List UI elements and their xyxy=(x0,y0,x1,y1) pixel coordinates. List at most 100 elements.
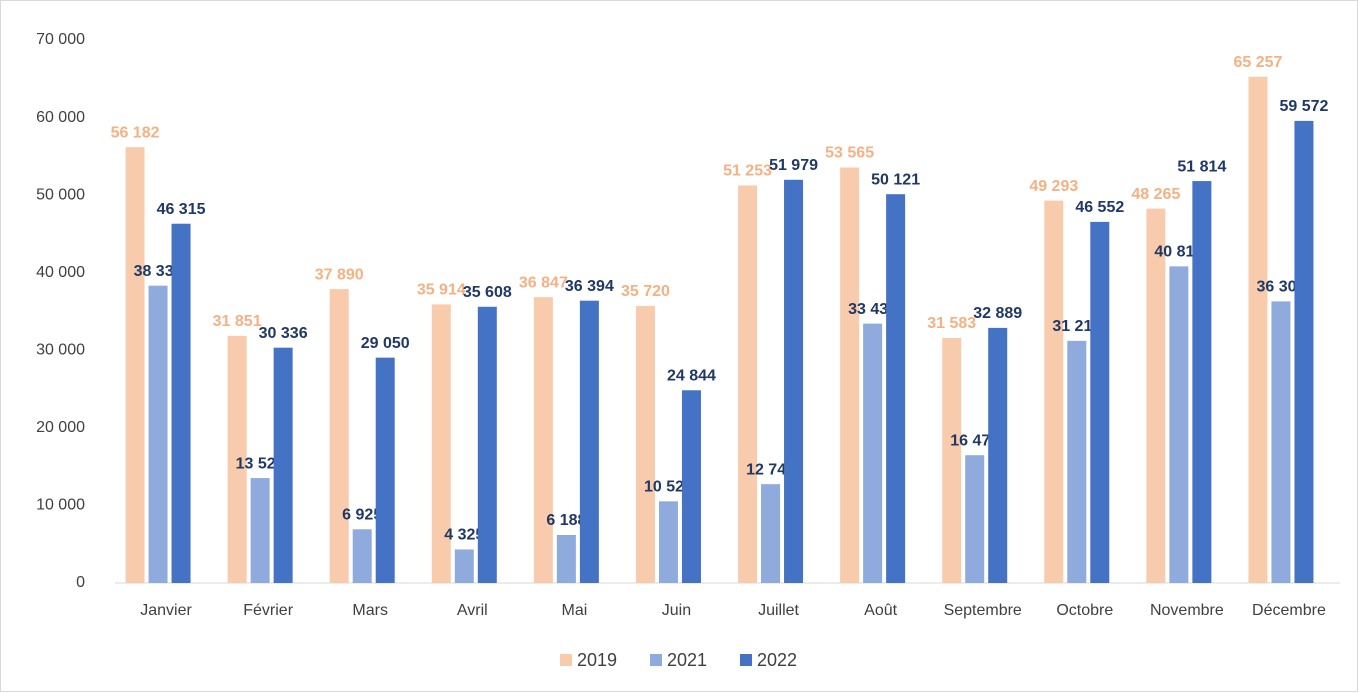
y-tick-label: 10 000 xyxy=(36,497,85,514)
x-tick-label: Novembre xyxy=(1150,602,1224,619)
value-label: 40 819 xyxy=(1154,244,1203,261)
value-label: 32 889 xyxy=(973,305,1022,322)
bar xyxy=(579,300,599,583)
legend-swatch xyxy=(740,654,752,666)
value-label: 46 552 xyxy=(1075,199,1124,216)
value-label: 31 214 xyxy=(1052,318,1101,335)
value-label: 51 979 xyxy=(769,157,818,174)
value-label: 30 336 xyxy=(259,325,308,342)
bar xyxy=(125,147,145,583)
y-tick-label: 20 000 xyxy=(36,419,85,436)
x-tick-label: Août xyxy=(864,602,897,619)
value-label: 53 565 xyxy=(825,145,874,162)
bar xyxy=(273,347,293,583)
y-tick-label: 60 000 xyxy=(36,109,85,126)
x-tick-label: Décembre xyxy=(1252,602,1326,619)
bar xyxy=(148,285,168,583)
value-label: 29 050 xyxy=(361,335,410,352)
value-label: 36 394 xyxy=(565,278,614,295)
x-tick-label: Mars xyxy=(352,602,388,619)
y-tick-label: 0 xyxy=(76,574,85,591)
value-label: 33 438 xyxy=(848,301,897,318)
value-label: 6 188 xyxy=(546,512,586,529)
bar xyxy=(738,185,758,583)
value-label: 56 182 xyxy=(111,124,160,141)
value-label: 12 740 xyxy=(746,461,795,478)
bar xyxy=(533,297,553,583)
bar xyxy=(375,357,395,583)
value-label: 31 851 xyxy=(213,313,262,330)
value-label: 51 253 xyxy=(723,163,772,180)
y-tick-label: 70 000 xyxy=(36,31,85,48)
bar xyxy=(1067,340,1087,583)
bar xyxy=(556,534,576,583)
x-tick-label: Octobre xyxy=(1056,602,1113,619)
value-label: 16 474 xyxy=(950,432,999,449)
value-label: 38 331 xyxy=(134,263,183,280)
bar xyxy=(761,484,781,583)
bar xyxy=(863,323,883,583)
value-label: 51 814 xyxy=(1177,158,1226,175)
value-label: 31 583 xyxy=(927,315,976,332)
bar xyxy=(1192,181,1212,583)
bar xyxy=(1146,208,1166,583)
bar xyxy=(658,501,678,583)
bar xyxy=(635,305,655,583)
bar xyxy=(250,478,270,583)
x-tick-label: Avril xyxy=(457,602,488,619)
bar xyxy=(1248,76,1268,584)
value-label: 36 847 xyxy=(519,274,568,291)
value-label: 35 608 xyxy=(463,284,512,301)
value-label: 10 527 xyxy=(644,479,693,496)
bar xyxy=(886,194,906,584)
bar xyxy=(171,223,191,583)
bar xyxy=(1294,120,1314,584)
legend-label: 2021 xyxy=(667,650,707,670)
x-tick-label: Mai xyxy=(561,602,587,619)
legend-label: 2019 xyxy=(577,650,617,670)
bar xyxy=(227,335,247,583)
x-tick-label: Juillet xyxy=(758,602,799,619)
y-tick-label: 40 000 xyxy=(36,264,85,281)
bar xyxy=(477,306,497,583)
value-label: 24 844 xyxy=(667,368,716,385)
bar xyxy=(942,338,962,583)
bar xyxy=(454,549,474,583)
bar xyxy=(352,529,372,583)
bar xyxy=(784,179,804,583)
legend-label: 2022 xyxy=(757,650,797,670)
bar xyxy=(329,289,349,583)
x-tick-label: Juin xyxy=(662,602,691,619)
bar xyxy=(431,304,451,583)
y-tick-label: 50 000 xyxy=(36,186,85,203)
value-label: 65 257 xyxy=(1233,54,1282,71)
value-label: 6 925 xyxy=(342,507,382,524)
bar xyxy=(965,455,985,583)
bar xyxy=(988,327,1008,583)
value-label: 50 121 xyxy=(871,171,920,188)
bar xyxy=(1169,266,1189,583)
value-label: 35 720 xyxy=(621,283,670,300)
bar xyxy=(1271,301,1291,583)
bar xyxy=(1044,200,1064,584)
x-tick-label: Février xyxy=(243,602,293,619)
value-label: 36 304 xyxy=(1256,279,1305,296)
legend-swatch xyxy=(560,654,572,666)
bar xyxy=(1090,221,1110,584)
value-label: 13 526 xyxy=(236,455,285,472)
value-label: 37 890 xyxy=(315,266,364,283)
legend-swatch xyxy=(650,654,662,666)
value-label: 4 325 xyxy=(444,527,484,544)
y-tick-label: 30 000 xyxy=(36,342,85,359)
value-label: 59 572 xyxy=(1279,98,1328,115)
x-tick-label: Septembre xyxy=(944,602,1022,619)
value-label: 49 293 xyxy=(1029,178,1078,195)
value-label: 46 315 xyxy=(157,201,206,218)
bar xyxy=(840,167,860,583)
bar xyxy=(681,390,701,583)
value-label: 48 265 xyxy=(1131,186,1180,203)
x-tick-label: Janvier xyxy=(140,602,192,619)
value-label: 35 914 xyxy=(417,282,466,299)
